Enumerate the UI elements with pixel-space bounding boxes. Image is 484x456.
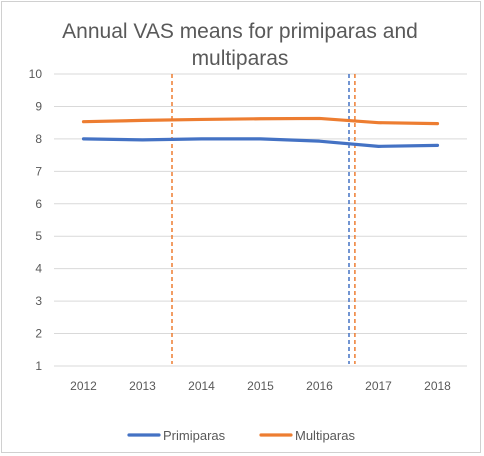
- y-tick-label: 6: [35, 197, 42, 211]
- x-axis-ticks: 2012 2013 2014 2015 2016 2017 2018: [70, 379, 451, 393]
- y-tick-label: 7: [35, 164, 42, 178]
- x-tick-label: 2014: [188, 379, 215, 393]
- x-tick-label: 2015: [247, 379, 274, 393]
- reference-lines: [171, 74, 356, 364]
- x-tick-label: 2012: [70, 379, 97, 393]
- x-tick-label: 2018: [424, 379, 451, 393]
- y-tick-label: 9: [35, 99, 42, 113]
- x-tick-label: 2016: [306, 379, 333, 393]
- chart-title-line-2: multiparas: [192, 47, 289, 70]
- legend-label-primiparas: Primiparas: [163, 428, 226, 443]
- x-tick-label: 2017: [365, 379, 392, 393]
- x-tick-label: 2013: [129, 379, 156, 393]
- y-tick-label: 5: [35, 229, 42, 243]
- y-tick-label: 3: [35, 294, 42, 308]
- y-tick-label: 4: [35, 262, 42, 276]
- series-line-multiparas: [81, 116, 440, 126]
- gridlines: [54, 73, 467, 367]
- legend-label-multiparas: Multiparas: [295, 428, 355, 443]
- series-line-primiparas: [81, 137, 440, 148]
- chart-title-line-1: Annual VAS means for primiparas and: [62, 20, 418, 43]
- series-lines: [81, 116, 440, 148]
- y-tick-label: 8: [35, 132, 42, 146]
- legend: Primiparas Multiparas: [127, 428, 355, 443]
- y-tick-label: 1: [35, 359, 42, 373]
- y-tick-label: 10: [29, 67, 43, 81]
- y-axis-ticks: 1 2 3 4 5 6 7 8 9 10: [29, 67, 43, 373]
- y-tick-label: 2: [35, 327, 42, 341]
